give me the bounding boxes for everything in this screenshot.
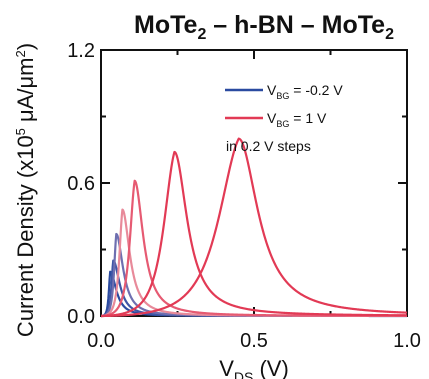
x-label-base: V <box>219 356 234 379</box>
series-line <box>100 150 408 318</box>
legend: VBG = -0.2 V VBG = 1 V in 0.2 V steps <box>225 82 343 154</box>
y-label-mid: μA/μm <box>13 58 38 129</box>
legend-label-low: VBG = -0.2 V <box>267 82 343 101</box>
legend-low-sub: BG <box>276 91 289 101</box>
title-part-2: MoTe <box>322 11 386 39</box>
title-sub-2: 2 <box>385 26 394 43</box>
chart-title: MoTe2 – h-BN – MoTe2 <box>134 11 394 43</box>
legend-label-high: VBG = 1 V <box>267 110 327 129</box>
y-tick-label: 0.0 <box>67 306 95 328</box>
x-label-sub: DS <box>234 369 253 379</box>
title-part-mid: – h-BN – <box>206 11 321 39</box>
title-part-1: MoTe <box>134 11 198 39</box>
x-tick-label: 1.0 <box>393 330 421 352</box>
curves-group <box>100 137 408 318</box>
legend-high-value: = 1 V <box>289 110 327 126</box>
x-axis-label: VDS (V) <box>219 356 289 379</box>
x-tick-label: 0.5 <box>240 330 268 352</box>
y-tick-label: 0.6 <box>67 173 95 195</box>
legend-low-v: V <box>267 82 277 98</box>
y-label-base: Current Density (x10 <box>13 135 38 337</box>
y-label-sup-1: 5 <box>13 128 28 135</box>
legend-annotation: in 0.2 V steps <box>226 138 311 154</box>
x-tick-label: 0.0 <box>87 330 115 352</box>
x-label-unit: (V) <box>253 356 288 379</box>
legend-high-v: V <box>267 110 277 126</box>
y-label-end: ) <box>13 43 38 50</box>
title-sub-1: 2 <box>197 26 206 43</box>
legend-high-sub: BG <box>276 119 289 129</box>
y-axis-label: Current Density (x105 μA/μm2) <box>13 43 38 337</box>
legend-low-value: = -0.2 V <box>289 82 343 98</box>
series-line <box>100 137 408 318</box>
y-label-sup-2: 2 <box>13 50 28 57</box>
axis-tick-labels: 0.0 0.5 1.0 0.0 0.6 1.2 <box>67 40 421 352</box>
y-tick-label: 1.2 <box>67 40 95 62</box>
